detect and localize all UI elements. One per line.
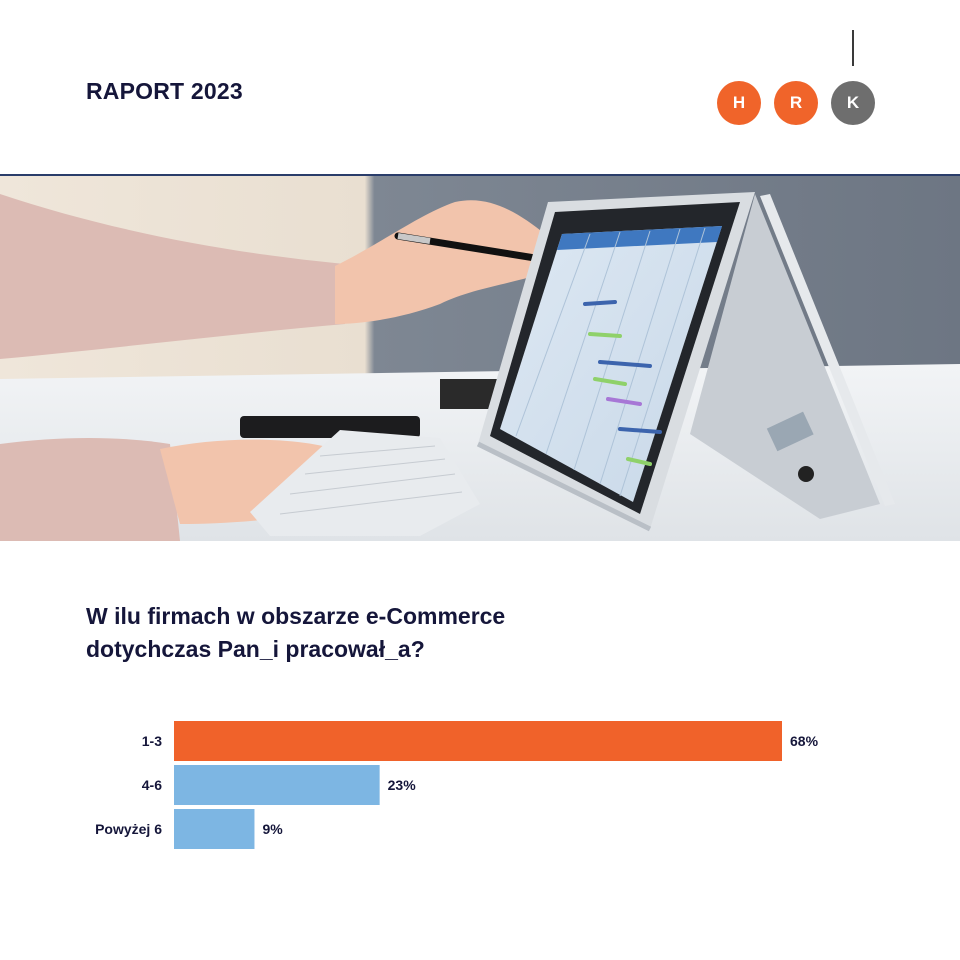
bar-1 [174, 721, 782, 761]
logo-letter-k: K [831, 81, 875, 125]
logo-letter-r: R [774, 81, 818, 125]
logo-letter-h: H [717, 81, 761, 125]
value-label: 68% [790, 733, 819, 749]
bar-chart: 1-3 68% 4-6 23% Powyżej 6 9% [95, 721, 819, 849]
category-label: Powyżej 6 [95, 821, 162, 837]
bar-3 [174, 809, 255, 849]
category-label: 1-3 [142, 733, 162, 749]
bar-2 [174, 765, 380, 805]
value-label: 9% [262, 821, 283, 837]
question-line-2: dotychczas Pan_i pracował_a? [86, 636, 425, 662]
hero-photo [0, 174, 960, 541]
category-label: 4-6 [142, 777, 162, 793]
value-label: 23% [388, 777, 417, 793]
report-title: RAPORT 2023 [86, 78, 243, 104]
question-line-1: W ilu firmach w obszarze e-Commerce [86, 603, 506, 629]
survey-question: W ilu firmach w obszarze e-Commerce doty… [86, 600, 505, 666]
logo-divider [852, 30, 854, 66]
laptop-illustration [0, 174, 960, 541]
